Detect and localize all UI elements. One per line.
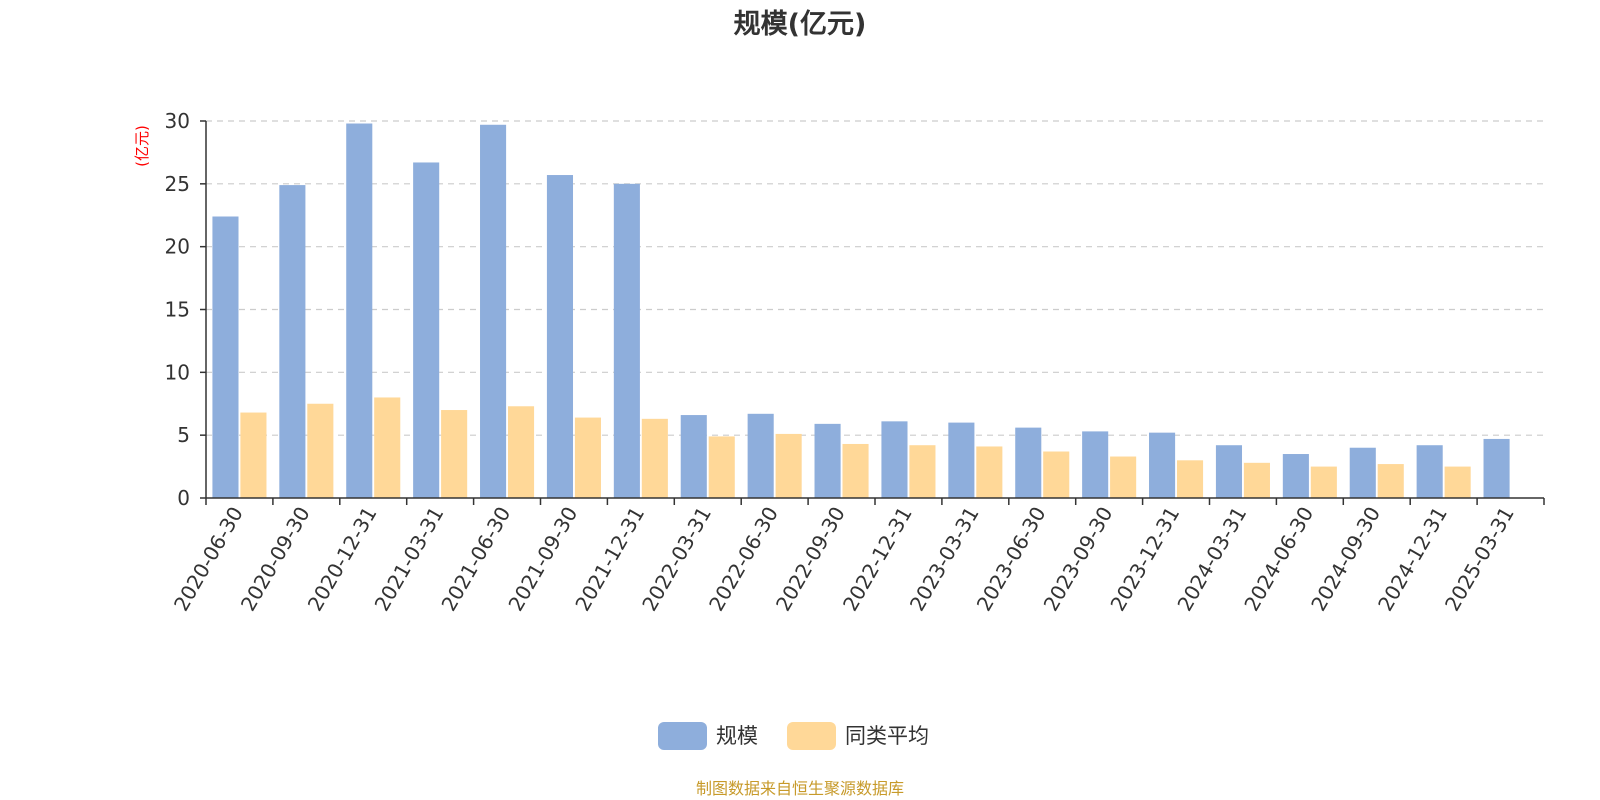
bar-scale-2024-09-30[interactable] [1349,447,1376,498]
bar-scale-2024-06-30[interactable] [1282,454,1309,498]
legend-label-peer-average[interactable]: 同类平均 [845,724,929,748]
y-tick-label-30: 30 [165,109,190,133]
y-tick-label-15: 15 [165,298,190,322]
legend: 规模 同类平均 [658,722,929,750]
x-tick-labels: 2020-06-302020-09-302020-12-312021-03-31… [169,503,1519,616]
bar-scale-2023-09-30[interactable] [1082,431,1109,498]
x-tick-label-2024-06-30: 2024-06-30 [1239,503,1318,616]
chart-title: 规模(亿元) [734,9,867,40]
bar-peer-average-2020-12-31[interactable] [374,397,401,498]
x-tick-label-2020-12-31: 2020-12-31 [303,503,382,616]
bar-peer-average-2024-03-31[interactable] [1243,462,1270,498]
y-tick-label-25: 25 [165,172,190,196]
bar-scale-2022-12-31[interactable] [881,421,908,498]
bar-peer-average-2024-06-30[interactable] [1310,466,1337,498]
bars [212,123,1510,499]
bar-peer-average-2023-06-30[interactable] [1043,451,1070,498]
bar-scale-2021-09-30[interactable] [546,175,574,498]
bar-peer-average-2022-03-31[interactable] [708,436,735,498]
bar-peer-average-2023-09-30[interactable] [1110,456,1137,498]
bar-scale-2021-03-31[interactable] [413,162,440,498]
bar-scale-2020-06-30[interactable] [212,216,239,499]
bar-scale-2024-12-31[interactable] [1416,445,1443,498]
grid-lines [206,120,1544,436]
bar-peer-average-2022-12-31[interactable] [909,445,936,498]
bar-scale-2020-09-30[interactable] [279,185,306,498]
bar-peer-average-2020-06-30[interactable] [240,412,267,498]
legend-swatch-scale[interactable] [658,722,707,750]
x-tick-label-2020-06-30: 2020-06-30 [169,503,248,616]
bar-peer-average-2023-03-31[interactable] [976,446,1003,498]
bar-peer-average-2021-06-30[interactable] [507,406,535,498]
bar-scale-2021-06-30[interactable] [480,124,507,499]
bar-peer-average-2022-06-30[interactable] [775,433,802,498]
x-tick-label-2021-09-30: 2021-09-30 [503,503,582,616]
legend-label-scale[interactable]: 规模 [716,724,758,748]
bar-peer-average-2021-12-31[interactable] [641,418,668,498]
bar-scale-2020-12-31[interactable] [346,123,373,498]
x-tick-label-2022-09-30: 2022-09-30 [771,503,850,616]
x-tick-label-2025-03-31: 2025-03-31 [1440,503,1519,616]
x-tick-label-2024-09-30: 2024-09-30 [1306,503,1385,616]
bar-peer-average-2021-09-30[interactable] [574,417,601,498]
x-tick-label-2023-06-30: 2023-06-30 [972,503,1051,616]
x-tick-label-2023-09-30: 2023-09-30 [1039,503,1118,616]
y-tick-label-0: 0 [177,486,190,510]
bar-peer-average-2023-12-31[interactable] [1176,460,1204,498]
bar-scale-2022-09-30[interactable] [814,423,841,498]
y-tick-labels: 0 5 10 15 20 25 30 [165,109,190,510]
x-tick-label-2021-12-31: 2021-12-31 [570,503,649,616]
legend-swatch-peer-average[interactable] [787,722,836,750]
x-tick-label-2022-03-31: 2022-03-31 [637,503,716,616]
x-tick-label-2020-09-30: 2020-09-30 [236,503,315,616]
source-note: 制图数据来自恒生聚源数据库 [696,779,904,798]
x-tick-label-2021-06-30: 2021-06-30 [436,503,515,616]
x-tick-label-2023-12-31: 2023-12-31 [1105,503,1184,616]
bar-scale-2023-12-31[interactable] [1149,432,1176,498]
bar-scale-2022-06-30[interactable] [747,413,774,498]
bar-scale-2024-03-31[interactable] [1215,445,1243,498]
bar-scale-2023-06-30[interactable] [1015,427,1042,498]
x-tick-label-2022-06-30: 2022-06-30 [704,503,783,616]
bar-peer-average-2024-12-31[interactable] [1444,466,1471,498]
y-tick-label-10: 10 [165,360,190,384]
bar-scale-2023-03-31[interactable] [948,422,975,498]
y-axis-unit-label: (亿元) [133,125,151,167]
x-tick-label-2023-03-31: 2023-03-31 [905,503,984,616]
bar-peer-average-2022-09-30[interactable] [842,443,869,498]
bar-scale-2025-03-31[interactable] [1483,438,1510,498]
bar-peer-average-2020-09-30[interactable] [307,403,334,498]
x-tick-label-2022-12-31: 2022-12-31 [838,503,917,616]
y-tick-label-20: 20 [165,235,190,259]
y-tick-label-5: 5 [177,423,190,447]
bar-scale-2022-03-31[interactable] [680,415,707,498]
x-tick-label-2024-03-31: 2024-03-31 [1172,503,1251,616]
bar-peer-average-2024-09-30[interactable] [1377,464,1404,498]
axes [200,120,1545,505]
bar-peer-average-2021-03-31[interactable] [441,410,468,498]
bar-scale-2021-12-31[interactable] [613,183,640,499]
x-tick-label-2021-03-31: 2021-03-31 [370,503,449,616]
x-tick-label-2024-12-31: 2024-12-31 [1373,503,1452,616]
